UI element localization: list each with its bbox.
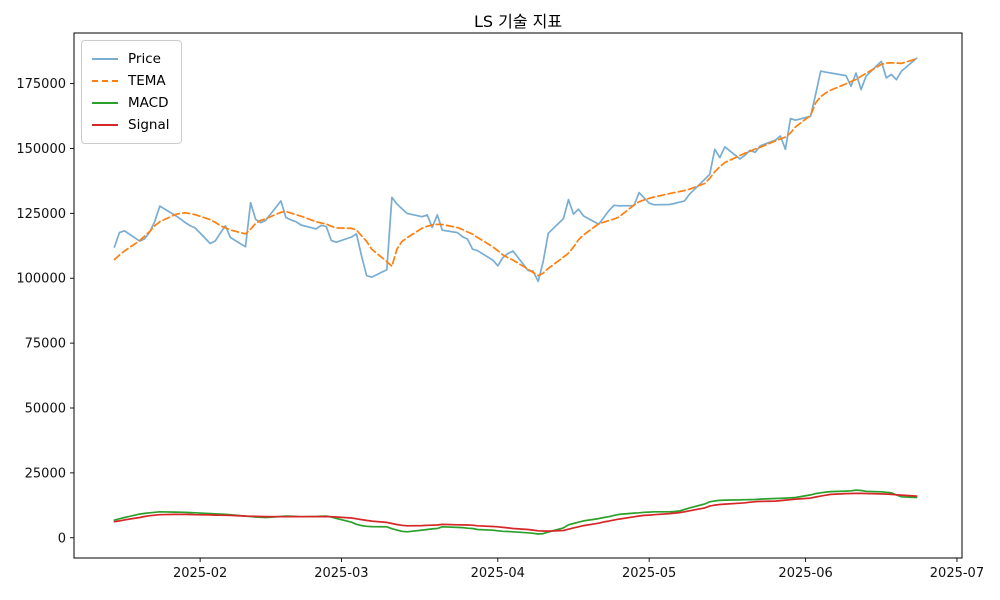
- x-axis-tick-label: 2025-06: [778, 566, 832, 581]
- x-axis-tick-label: 2025-07: [930, 566, 984, 581]
- legend-item-price: Price: [92, 48, 169, 70]
- legend: Price TEMA MACD Signal: [81, 40, 183, 144]
- series-line-macd: [113, 489, 918, 535]
- y-axis-tick-label: 175000: [16, 77, 66, 92]
- tema-line-swatch: [92, 80, 118, 82]
- legend-label: MACD: [128, 95, 169, 111]
- x-axis-tick-label: 2025-05: [622, 566, 676, 581]
- x-axis-tick-label: 2025-04: [471, 566, 525, 581]
- price-line-swatch: [92, 58, 118, 60]
- x-axis-tick-label: 2025-03: [314, 566, 368, 581]
- legend-label: Signal: [128, 117, 170, 133]
- y-axis-tick-label: 0: [58, 531, 66, 546]
- series-line-price: [113, 57, 918, 283]
- y-axis-tick-label: 125000: [16, 207, 66, 222]
- macd-line-swatch: [92, 102, 118, 104]
- plot-border: [73, 32, 963, 559]
- series-line-signal: [113, 492, 918, 532]
- legend-item-tema: TEMA: [92, 70, 169, 92]
- series-line-tema: [113, 57, 918, 277]
- legend-label: Price: [128, 51, 161, 67]
- y-axis-tick-label: 75000: [25, 337, 66, 352]
- legend-item-macd: MACD: [92, 92, 169, 114]
- legend-item-signal: Signal: [92, 114, 169, 136]
- y-axis-tick-label: 150000: [16, 142, 66, 157]
- chart-title: LS 기술 지표: [473, 12, 563, 31]
- y-axis-tick-label: 100000: [16, 272, 66, 287]
- legend-label: TEMA: [128, 73, 166, 89]
- x-axis-tick-label: 2025-02: [173, 566, 227, 581]
- signal-line-swatch: [92, 124, 118, 126]
- y-axis-tick-label: 50000: [25, 402, 66, 417]
- y-axis-tick-label: 25000: [25, 466, 66, 481]
